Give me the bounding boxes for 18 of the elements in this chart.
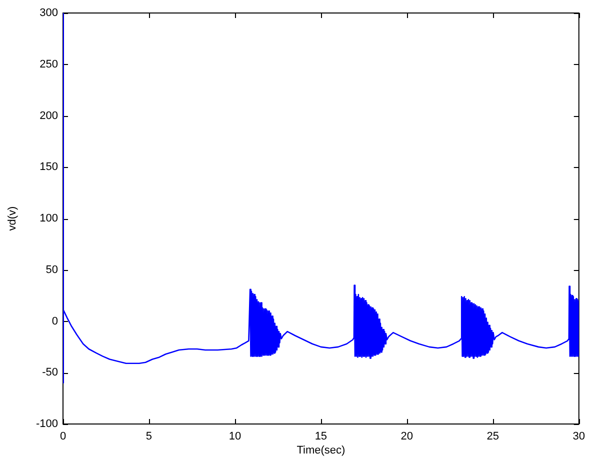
y-tick-label: 0 xyxy=(52,315,58,328)
y-tick-label: 50 xyxy=(46,264,58,276)
y-tick-label: -100 xyxy=(36,418,58,430)
x-tick-label: 0 xyxy=(60,430,66,443)
y-tick-label: 200 xyxy=(40,110,58,122)
y-tick-label: 100 xyxy=(40,212,58,225)
x-axis-title: Time(sec) xyxy=(296,444,346,456)
y-tick-label: 300 xyxy=(40,7,58,20)
y-tick-label: -50 xyxy=(42,366,58,379)
x-tick-label: 25 xyxy=(486,430,500,443)
x-tick-label: 20 xyxy=(400,430,414,443)
x-tick-label: 15 xyxy=(314,430,328,443)
y-tick-label: 150 xyxy=(40,161,58,174)
x-tick-label: 30 xyxy=(572,430,586,443)
y-tick-label: 250 xyxy=(40,58,58,70)
x-tick-label: 10 xyxy=(228,430,242,443)
x-tick-label: 5 xyxy=(146,430,152,443)
y-axis-title: vd(v) xyxy=(6,206,19,231)
